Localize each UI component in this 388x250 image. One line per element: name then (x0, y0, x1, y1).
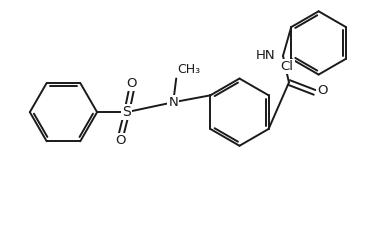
Text: Cl: Cl (281, 60, 294, 73)
Text: O: O (126, 77, 137, 90)
Text: O: O (116, 134, 126, 147)
Text: HN: HN (255, 49, 275, 62)
Text: O: O (317, 84, 328, 97)
Text: N: N (168, 96, 178, 109)
Text: S: S (122, 105, 131, 119)
Text: CH₃: CH₃ (177, 63, 200, 76)
